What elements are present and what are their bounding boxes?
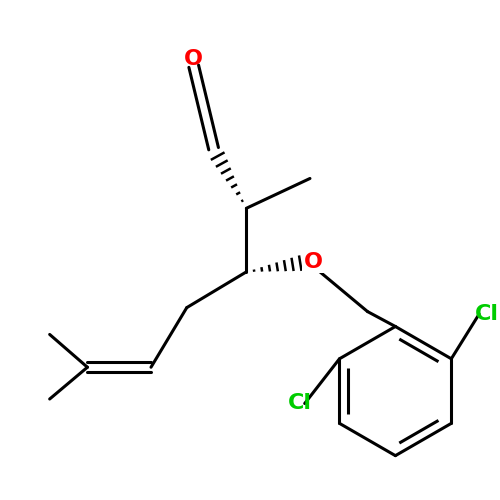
Text: O: O	[184, 50, 203, 70]
Text: Cl: Cl	[288, 394, 312, 413]
Text: Cl: Cl	[475, 304, 499, 324]
Text: O: O	[304, 252, 322, 272]
